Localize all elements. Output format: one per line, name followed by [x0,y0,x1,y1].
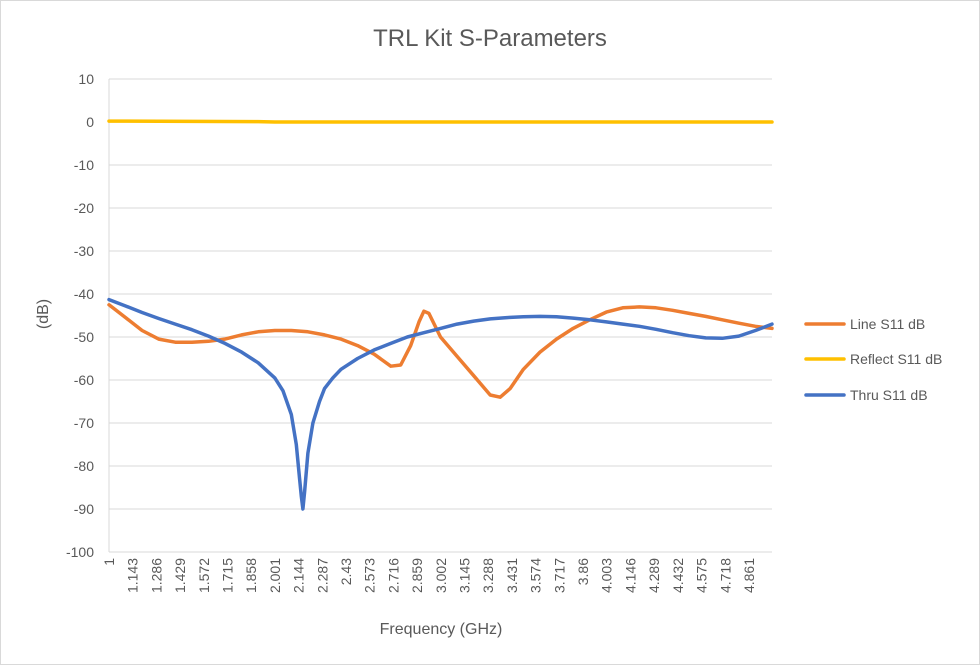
x-tick-label: 3.288 [480,558,496,593]
x-tick-label: 1.286 [148,558,164,593]
x-tick-label: 2.716 [385,558,401,593]
x-tick-label: 1.429 [172,558,188,593]
y-tick-label: -40 [74,286,94,302]
x-tick-label: 4.146 [622,558,638,593]
x-tick-label: 2.573 [362,558,378,593]
legend-label: Line S11 dB [850,316,925,332]
y-tick-label: -60 [74,372,94,388]
x-tick-label: 4.575 [694,558,710,593]
y-tick-label: -90 [74,501,94,517]
legend-label: Reflect S11 dB [850,351,942,367]
x-tick-label: 3.002 [433,558,449,593]
y-tick-label: 0 [86,114,94,130]
x-tick-label: 2.859 [409,558,425,593]
x-tick-label: 2.001 [267,558,283,593]
x-tick-label: 4.289 [646,558,662,593]
x-axis-label: Frequency (GHz) [380,621,503,638]
y-tick-label: -50 [74,329,94,345]
x-tick-label: 1.715 [220,558,236,593]
series-line-reflect-s11-db [107,119,774,124]
y-tick-label: -80 [74,458,94,474]
series-lines [107,119,774,511]
x-tick-label: 1.143 [125,558,141,593]
x-tick-label: 3.145 [457,558,473,593]
x-tick-label: 2.287 [314,558,330,593]
x-tick-label: 2.43 [338,558,354,585]
x-tick-label: 4.861 [741,558,757,593]
x-tick-label: 3.717 [551,558,567,593]
series-line-thru-s11-db [107,297,774,511]
y-tick-label: -30 [74,243,94,259]
x-tick-label: 4.718 [717,558,733,593]
gridlines [108,78,772,553]
y-tick-labels: 10 0 -10 -20 -30 -40 -50 -60 -70 -80 -90 -100 [66,71,94,560]
x-tick-label: 1.572 [196,558,212,593]
x-tick-label: 4.003 [599,558,615,593]
x-tick-label: 2.144 [291,558,307,593]
legend: Line S11 dB Reflect S11 dB Thru S11 dB [804,316,942,403]
y-tick-label: -20 [74,200,94,216]
y-tick-label: -100 [66,544,94,560]
y-tick-label: -70 [74,415,94,431]
series-line-line-s11-db [107,303,774,399]
y-tick-label: 10 [78,71,94,87]
x-tick-label: 3.431 [504,558,520,593]
x-tick-labels: 1 1.143 1.286 1.429 1.572 1.715 1.858 2.001 2.14… [101,558,757,593]
chart-title: TRL Kit S-Parameters [373,25,607,52]
x-tick-label: 4.432 [670,558,686,593]
x-tick-label: 1 [101,558,117,566]
x-tick-label: 3.86 [575,558,591,585]
legend-label: Thru S11 dB [850,387,928,403]
x-tick-label: 1.858 [243,558,259,593]
x-tick-label: 3.574 [528,558,544,593]
y-axis-label: (dB) [35,299,52,329]
y-tick-label: -10 [74,157,94,173]
